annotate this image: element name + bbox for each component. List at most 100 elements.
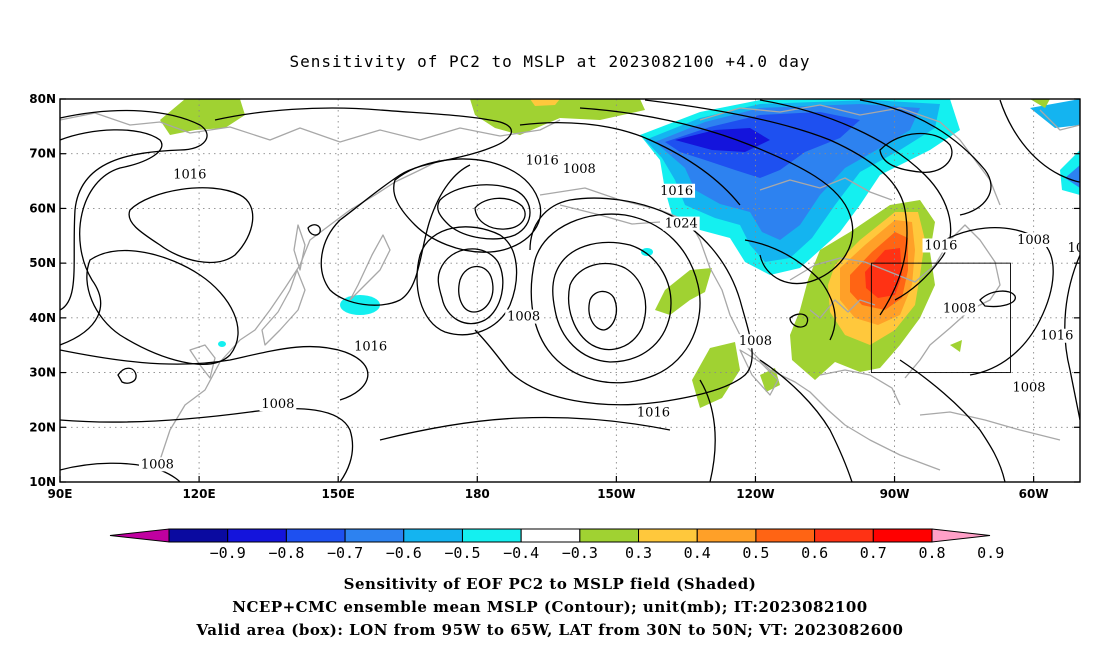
negative-sensitivity-region bbox=[218, 341, 226, 347]
coastline bbox=[699, 104, 1001, 206]
colorbar-swatch bbox=[403, 528, 463, 543]
x-tick-label: 90E bbox=[48, 487, 73, 501]
colorbar-label: −0.4 bbox=[503, 544, 539, 562]
positive-sensitivity-region bbox=[160, 99, 245, 135]
contour-label: 1008 bbox=[1017, 233, 1050, 248]
axis-ticks bbox=[59, 98, 1080, 483]
map-area: 1016 1016 1008 1016 1024 1008 1016 1008 1016 1008… bbox=[60, 99, 1080, 482]
coastline bbox=[60, 112, 561, 143]
y-tick-label: 70N bbox=[29, 147, 56, 161]
coastline bbox=[759, 177, 893, 201]
contour-label-background bbox=[352, 339, 390, 354]
colorbar-swatch bbox=[872, 528, 933, 543]
colorbar-label: 0.9 bbox=[977, 544, 1004, 562]
mslp-contour bbox=[86, 249, 239, 365]
caption-line: NCEP+CMC ensemble mean MSLP (Contour); u… bbox=[232, 598, 868, 616]
colorbar-swatch bbox=[520, 528, 581, 543]
mslp-contour bbox=[899, 359, 1006, 482]
negative-sensitivity-region bbox=[665, 112, 860, 178]
x-axis-tick-labels: 90E 120E 150E 180 150W 120W 90W 60W bbox=[48, 487, 1049, 501]
y-tick-label: 30N bbox=[29, 366, 56, 380]
mslp-contour bbox=[60, 345, 369, 401]
contour-label: 1016 bbox=[924, 238, 957, 253]
colorbar bbox=[109, 528, 991, 543]
positive-sensitivity-region bbox=[655, 268, 712, 315]
contour-label-background bbox=[505, 309, 543, 324]
mslp-contour bbox=[579, 107, 854, 285]
mslp-contour bbox=[458, 265, 494, 313]
map-frame bbox=[59, 98, 1081, 483]
mslp-contour bbox=[128, 187, 254, 263]
colorbar-label: 0.6 bbox=[801, 544, 828, 562]
positive-sensitivity-region bbox=[865, 248, 902, 298]
mslp-contour bbox=[588, 290, 618, 331]
y-tick-label: 10N bbox=[29, 475, 56, 489]
coastline bbox=[559, 204, 661, 225]
coastline bbox=[739, 349, 779, 396]
contour-label-background bbox=[941, 301, 978, 316]
contour-label-background bbox=[1010, 380, 1048, 395]
contour-label: 1016 bbox=[1040, 329, 1073, 344]
y-tick-label: 80N bbox=[29, 92, 56, 106]
contour-label-background bbox=[259, 397, 297, 412]
colorbar-label: −0.7 bbox=[327, 544, 363, 562]
mslp-contour bbox=[644, 99, 908, 316]
colorbar-label: 0.5 bbox=[742, 544, 769, 562]
contour-label-background bbox=[1038, 328, 1076, 343]
coastline bbox=[349, 234, 391, 301]
chart-title: Sensitivity of PC2 to MSLP at 2023082100… bbox=[289, 52, 810, 71]
colorbar-swatch bbox=[285, 528, 346, 543]
y-tick-label: 40N bbox=[29, 311, 56, 325]
mslp-contour bbox=[744, 239, 836, 341]
contour-label: 1016 bbox=[637, 405, 670, 420]
mslp-contour bbox=[1064, 254, 1080, 421]
y-tick-label: 50N bbox=[29, 256, 56, 270]
contour-label: 1008 bbox=[563, 162, 596, 177]
contour-labels: 1016 1016 1008 1016 1024 1008 1016 1008 1016 1008… bbox=[138, 153, 1080, 472]
contour-label-background bbox=[138, 457, 176, 472]
colorbar-swatch bbox=[638, 528, 698, 543]
colorbar-label: −0.8 bbox=[268, 544, 304, 562]
positive-sensitivity-region bbox=[530, 99, 560, 106]
mslp-contour bbox=[437, 184, 531, 240]
mslp-contour bbox=[437, 248, 504, 325]
colorbar-label: 0.7 bbox=[860, 544, 887, 562]
mslp-contour bbox=[416, 226, 518, 336]
colorbar-label: −0.3 bbox=[562, 544, 598, 562]
coastline bbox=[809, 299, 876, 319]
mslp-contour bbox=[568, 262, 647, 351]
mslp-contour bbox=[307, 224, 321, 236]
mslp-contour bbox=[699, 379, 716, 482]
colorbar-swatch bbox=[344, 528, 405, 543]
colorbar-swatch bbox=[696, 528, 757, 543]
contour-label: 1008 bbox=[141, 457, 174, 472]
x-tick-label: 120E bbox=[182, 487, 215, 501]
mslp-contour bbox=[979, 290, 1016, 308]
contour-label-background bbox=[1065, 241, 1080, 256]
y-axis-tick-labels: 10N 20N 30N 40N 50N 60N 70N 80N bbox=[29, 92, 56, 489]
mslp-contour bbox=[474, 197, 526, 230]
mslp-contour bbox=[999, 99, 1080, 183]
mslp-contour bbox=[759, 359, 853, 482]
valid-area-box bbox=[870, 262, 1011, 374]
colorbar-label: 0.4 bbox=[684, 544, 711, 562]
contour-label: 1016 bbox=[173, 167, 206, 182]
coastline bbox=[159, 159, 441, 461]
contour-label: 1008 bbox=[739, 334, 772, 349]
positive-sensitivity-region bbox=[470, 99, 645, 135]
mslp-contour bbox=[929, 227, 1054, 376]
caption-line: Valid area (box): LON from 95W to 65W, L… bbox=[196, 621, 904, 639]
contour-label: 1008 bbox=[1012, 381, 1045, 396]
positive-sensitivity-region bbox=[692, 342, 740, 408]
contour-label: 1016 bbox=[660, 184, 693, 199]
mslp-contour bbox=[530, 213, 701, 384]
contour-label: 1008 bbox=[943, 301, 976, 316]
mslp-contour bbox=[60, 109, 208, 311]
colorbar-max-triangle bbox=[931, 528, 991, 543]
contour-label-background bbox=[560, 161, 598, 176]
coastlines bbox=[60, 104, 1080, 471]
mslp-contour bbox=[60, 129, 163, 346]
colorbar-label: −0.6 bbox=[386, 544, 422, 562]
negative-sensitivity-region bbox=[1065, 165, 1080, 188]
mslp-contour bbox=[214, 107, 513, 306]
